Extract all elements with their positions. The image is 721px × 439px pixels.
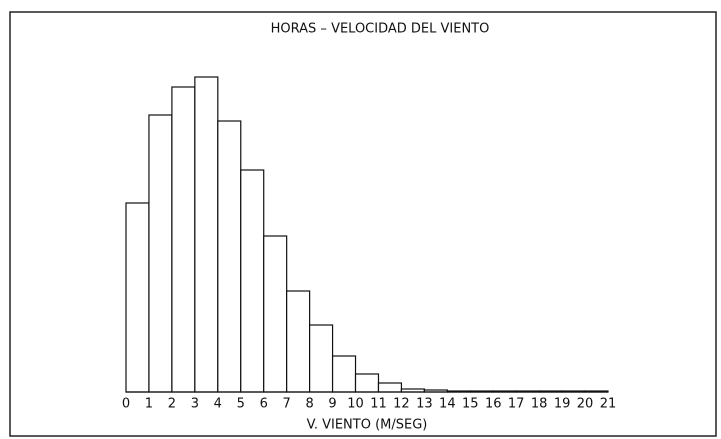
bar — [286, 290, 311, 393]
x-tick-label: 3 — [191, 397, 199, 412]
x-tick-label: 6 — [260, 397, 268, 412]
x-tick-label: 7 — [283, 397, 291, 412]
x-tick-label: 13 — [416, 397, 433, 412]
bar — [309, 324, 334, 393]
x-tick-label: 20 — [577, 397, 594, 412]
x-axis-label: V. VIENTO (M/SEG) — [307, 418, 428, 433]
chart-title: HORAS – VELOCIDAD DEL VIENTO — [271, 22, 490, 37]
bar — [331, 355, 357, 393]
x-tick-label: 1 — [145, 397, 153, 412]
x-tick-label: 21 — [600, 397, 617, 412]
x-tick-label: 10 — [347, 397, 364, 412]
x-tick-label: 14 — [439, 397, 456, 412]
bar — [148, 114, 173, 393]
x-tick-label: 0 — [122, 397, 130, 412]
x-tick-label: 12 — [393, 397, 410, 412]
bar — [240, 169, 265, 393]
x-tick-label: 19 — [554, 397, 571, 412]
x-tick-label: 2 — [168, 397, 176, 412]
bar — [263, 235, 288, 393]
bar — [217, 120, 242, 393]
x-tick-label: 8 — [305, 397, 313, 412]
x-tick-label: 5 — [237, 397, 245, 412]
bar — [125, 202, 150, 393]
bar — [171, 86, 196, 393]
bar — [377, 382, 403, 393]
bar — [354, 373, 380, 393]
x-tick-label: 16 — [485, 397, 502, 412]
x-tick-label: 15 — [462, 397, 479, 412]
x-tick-label: 4 — [214, 397, 222, 412]
bar — [194, 76, 219, 393]
x-tick-label: 18 — [531, 397, 548, 412]
x-tick-label: 11 — [370, 397, 387, 412]
frame — [9, 11, 717, 437]
x-tick-label: 9 — [328, 397, 336, 412]
x-tick-label: 17 — [508, 397, 525, 412]
